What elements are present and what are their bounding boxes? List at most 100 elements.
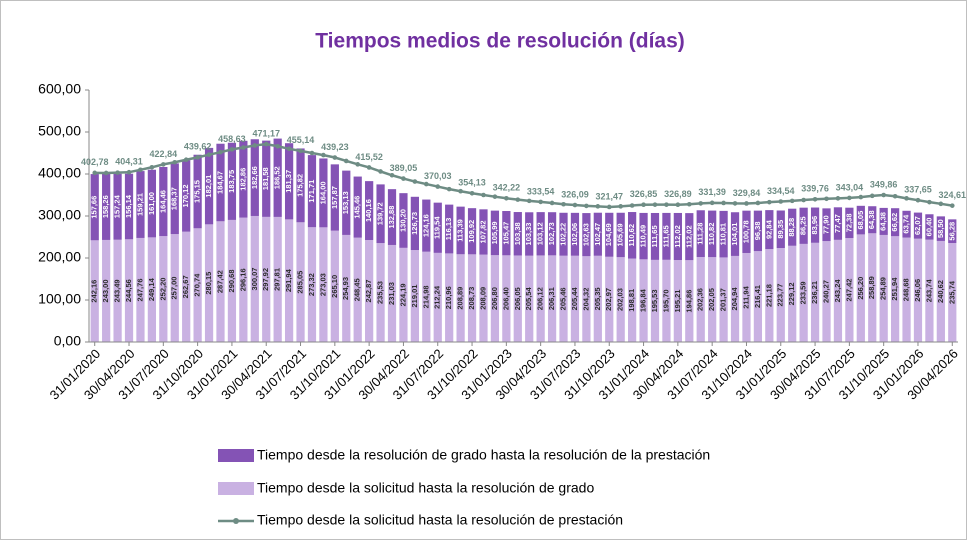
- line-value-label: 439,23: [321, 142, 349, 152]
- bar-segment: [204, 147, 214, 225]
- line-marker: [103, 170, 109, 176]
- line-marker: [138, 167, 143, 173]
- bar-value-label: 181,58: [261, 167, 270, 190]
- bar-segment: [913, 212, 923, 239]
- bar-value-label: 104,69: [604, 223, 613, 246]
- bar-value-label: 105,99: [490, 221, 499, 244]
- bar-value-label: 139,72: [376, 202, 385, 225]
- bar-value-label: 130,20: [398, 209, 407, 232]
- bar-value-label: 104,01: [730, 223, 739, 246]
- y-tick-label: 100,00: [38, 291, 81, 307]
- legend-label: Tiempo desde la solicitud hasta la resol…: [257, 512, 623, 528]
- line-marker: [298, 148, 303, 154]
- bar-value-label: 140,16: [364, 199, 373, 222]
- bar-value-label: 249,14: [147, 277, 156, 301]
- bar-segment: [833, 207, 843, 240]
- bar-value-label: 256,20: [856, 277, 865, 300]
- bar-segment: [673, 212, 682, 261]
- bar-segment: [239, 217, 248, 342]
- bar-segment: [856, 205, 865, 235]
- bar-segment: [948, 219, 957, 243]
- bar-segment: [502, 211, 511, 256]
- bar-value-label: 208,09: [478, 287, 487, 310]
- bar-segment: [662, 259, 671, 342]
- bar-segment: [399, 193, 408, 248]
- line-marker: [492, 194, 498, 199]
- bar-value-label: 62,07: [913, 216, 922, 235]
- bar-value-label: 102,22: [559, 223, 568, 246]
- bar-segment: [639, 259, 648, 342]
- line-value-label: 321,47: [595, 191, 623, 201]
- bar-segment: [513, 212, 522, 256]
- bar-segment: [147, 169, 157, 238]
- line-marker: [126, 169, 132, 175]
- bar-value-label: 88,28: [787, 218, 796, 237]
- line-marker: [641, 202, 646, 208]
- line-marker: [629, 203, 635, 208]
- line-marker: [538, 199, 543, 205]
- line-value-label: 326,89: [664, 189, 692, 199]
- bar-segment: [616, 257, 625, 342]
- bar-value-label: 258,89: [867, 276, 876, 299]
- line-marker: [732, 201, 738, 206]
- bar-value-label: 248,68: [902, 278, 911, 301]
- bar-segment: [879, 207, 888, 235]
- bar-value-label: 300,07: [250, 268, 259, 291]
- bar-value-label: 83,96: [810, 216, 819, 235]
- bar-value-label: 257,00: [170, 277, 179, 300]
- bar-segment: [753, 251, 763, 342]
- bar-segment: [753, 210, 763, 252]
- bar-value-label: 170,12: [181, 184, 190, 207]
- line-marker: [698, 201, 704, 206]
- line-value-label: 331,39: [698, 187, 726, 197]
- bar-segment: [788, 245, 797, 342]
- bar-segment: [628, 212, 637, 259]
- bar-segment: [262, 216, 271, 342]
- bar-value-label: 153,13: [341, 191, 350, 214]
- bar-segment: [467, 208, 477, 255]
- bar-value-label: 184,67: [215, 171, 224, 194]
- bar-value-label: 201,37: [719, 288, 728, 311]
- bar-segment: [445, 204, 454, 254]
- bar-segment: [730, 255, 740, 342]
- line-marker: [618, 204, 623, 209]
- bar-segment: [376, 243, 385, 342]
- bar-value-label: 243,49: [113, 279, 122, 302]
- line-marker: [263, 141, 269, 147]
- line-marker: [241, 145, 246, 150]
- bar-value-label: 182,66: [250, 166, 259, 189]
- bar-segment: [102, 173, 111, 240]
- bar-value-label: 89,35: [776, 220, 785, 239]
- bar-segment: [273, 216, 282, 342]
- bar-value-label: 240,62: [936, 280, 945, 303]
- bar-segment: [204, 224, 214, 342]
- bar-value-label: 119,54: [433, 216, 442, 239]
- bar-segment: [593, 212, 602, 256]
- legend-swatch: [218, 449, 254, 462]
- bar-value-label: 157,66: [90, 196, 99, 219]
- bar-segment: [525, 255, 534, 342]
- line-value-label: 349,86: [870, 179, 898, 189]
- bar-segment: [307, 227, 317, 342]
- bar-value-label: 202,97: [604, 288, 613, 311]
- bar-value-label: 235,74: [947, 280, 956, 304]
- bar-value-label: 182,86: [238, 168, 247, 191]
- bar-segment: [559, 212, 568, 256]
- bar-segment: [685, 213, 694, 261]
- bar-segment: [159, 236, 168, 342]
- line-marker: [767, 199, 772, 205]
- bar-value-label: 242,87: [364, 280, 373, 303]
- bar-value-label: 206,80: [490, 287, 499, 310]
- bar-segment: [650, 259, 660, 342]
- bar-value-label: 205,46: [559, 287, 568, 310]
- line-value-label: 404,31: [115, 157, 143, 167]
- bar-value-label: 105,47: [501, 222, 510, 245]
- bar-segment: [662, 212, 671, 260]
- bar-segment: [776, 210, 785, 249]
- bar-segment: [433, 202, 442, 253]
- bar-segment: [685, 260, 694, 342]
- line-value-label: 354,13: [458, 178, 486, 188]
- bar-value-label: 223,77: [776, 284, 785, 307]
- bar-value-label: 66,62: [890, 213, 899, 232]
